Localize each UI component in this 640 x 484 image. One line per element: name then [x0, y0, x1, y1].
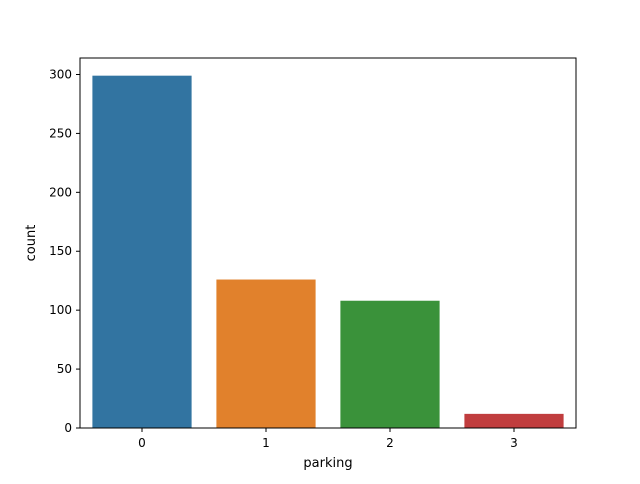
bars-layer [92, 75, 564, 428]
y-tick-label-150: 150 [49, 244, 72, 258]
bar-3 [464, 413, 564, 428]
y-axis-label: count [24, 225, 39, 262]
bar-1 [216, 279, 316, 428]
y-axis-ticks: 0 50 100 150 200 250 300 [49, 67, 80, 435]
bar-0 [92, 75, 192, 428]
y-tick-label-250: 250 [49, 126, 72, 140]
y-tick-label-200: 200 [49, 185, 72, 199]
x-tick-label-1: 1 [262, 436, 270, 450]
y-tick-label-100: 100 [49, 303, 72, 317]
x-axis-ticks: 0 1 2 3 [138, 428, 518, 450]
y-tick-label-50: 50 [57, 362, 72, 376]
x-tick-label-0: 0 [138, 436, 146, 450]
y-tick-label-300: 300 [49, 67, 72, 81]
x-tick-label-2: 2 [386, 436, 394, 450]
x-axis-label: parking [303, 456, 352, 471]
bar-2 [340, 300, 440, 428]
y-tick-label-0: 0 [64, 421, 72, 435]
x-tick-label-3: 3 [510, 436, 518, 450]
plot-frame [79, 57, 577, 429]
